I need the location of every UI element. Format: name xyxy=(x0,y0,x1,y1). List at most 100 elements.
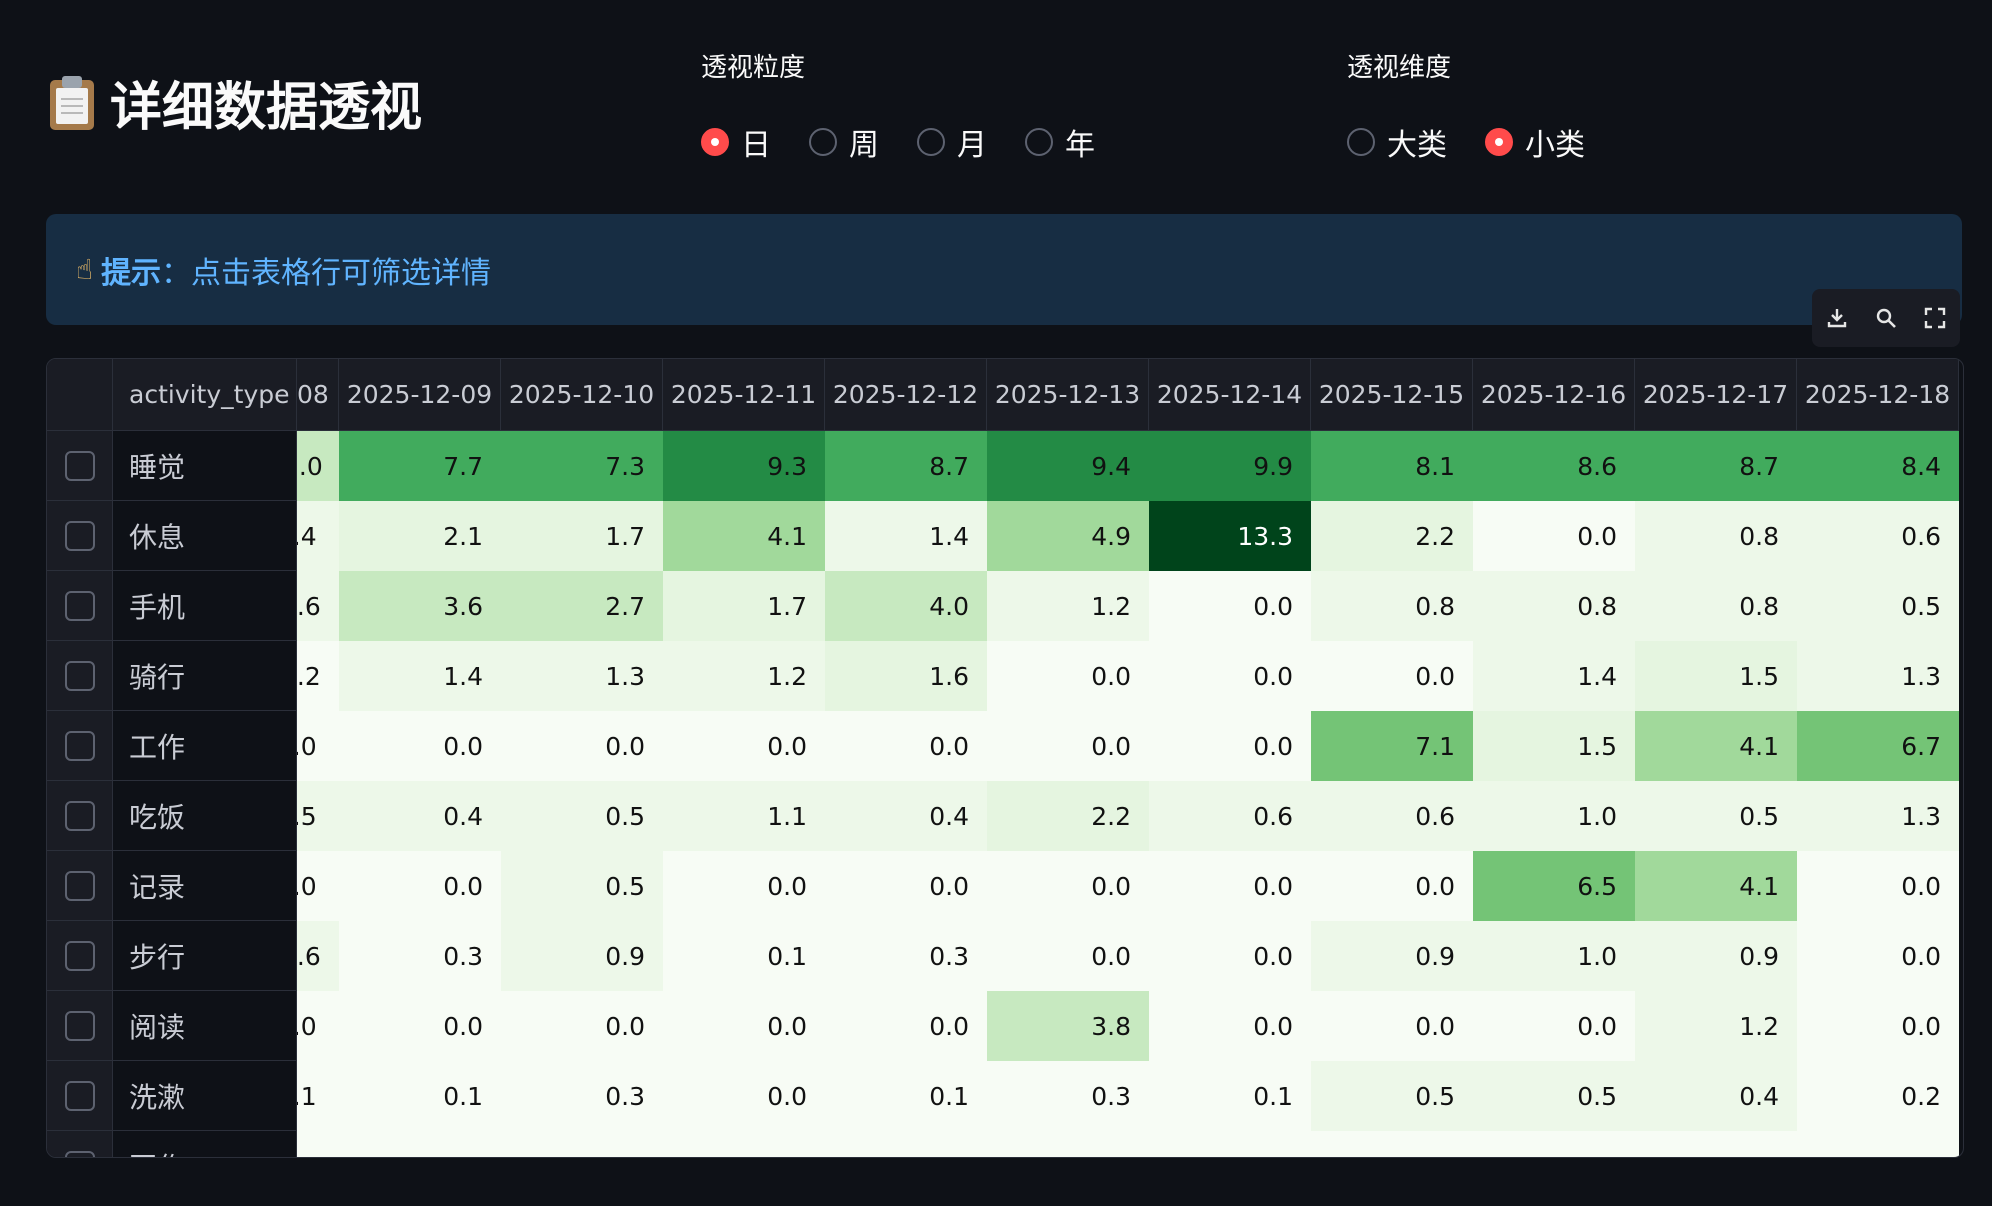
row-label[interactable]: 工作 xyxy=(113,711,297,781)
row-checkbox[interactable] xyxy=(64,450,95,481)
table-cell[interactable]: 1.5 xyxy=(1473,711,1635,781)
column-header[interactable]: 2025-12-10 xyxy=(501,359,663,431)
row-checkbox[interactable] xyxy=(64,870,95,901)
table-cell[interactable]: 0.1 xyxy=(339,1061,501,1131)
table-cell[interactable]: ).5 xyxy=(297,781,339,851)
column-header[interactable]: 2025-12-13 xyxy=(987,359,1149,431)
table-cell[interactable]: 1.5 xyxy=(1635,641,1797,711)
table-cell[interactable]: 0.9 xyxy=(1311,921,1473,991)
table-cell[interactable]: 0.0 xyxy=(1797,921,1959,991)
table-cell[interactable]: 0.0 xyxy=(825,991,987,1061)
table-cell[interactable] xyxy=(1149,1131,1311,1157)
table-cell[interactable]: 0.0 xyxy=(339,991,501,1061)
table-cell[interactable]: 0.0 xyxy=(1797,991,1959,1061)
column-header[interactable]: 2025-12-14 xyxy=(1149,359,1311,431)
table-cell[interactable]: 0.0 xyxy=(1311,851,1473,921)
row-checkbox-cell[interactable] xyxy=(47,711,113,781)
table-cell[interactable]: 0.5 xyxy=(1797,571,1959,641)
table-cell[interactable]: 1.2 xyxy=(1635,991,1797,1061)
table-cell[interactable]: 1.3 xyxy=(501,641,663,711)
table-cell[interactable]: 0.0 xyxy=(1149,711,1311,781)
table-cell[interactable]: 0.1 xyxy=(1149,1061,1311,1131)
radio-circle-icon[interactable] xyxy=(917,128,945,156)
row-label[interactable]: 睡觉 xyxy=(113,431,297,501)
pivot-table[interactable]: activity_type 08 2025-12-09 2025-12-10 2025-… xyxy=(46,358,1964,1158)
column-header-activity-type[interactable]: activity_type xyxy=(113,359,297,431)
column-header[interactable]: 2025-12-12 xyxy=(825,359,987,431)
column-header[interactable]: 08 xyxy=(297,359,339,431)
table-cell[interactable]: 1.4 xyxy=(339,641,501,711)
table-cell[interactable]: 0.0 xyxy=(825,851,987,921)
table-cell[interactable]: 0.3 xyxy=(501,1061,663,1131)
table-cell[interactable]: 0.0 xyxy=(1311,991,1473,1061)
row-label[interactable]: 休息 xyxy=(113,501,297,571)
row-label[interactable]: 骑行 xyxy=(113,641,297,711)
row-checkbox-cell[interactable] xyxy=(47,571,113,641)
download-icon[interactable] xyxy=(1822,303,1852,333)
dimension-option-1[interactable]: 小类 xyxy=(1485,120,1585,164)
row-checkbox-cell[interactable] xyxy=(47,921,113,991)
table-cell[interactable]: 1.4 xyxy=(825,501,987,571)
table-cell[interactable]: 4.1 xyxy=(1635,851,1797,921)
table-cell[interactable]: 2.2 xyxy=(1311,501,1473,571)
table-cell[interactable]: 1.3 xyxy=(1797,641,1959,711)
table-cell[interactable]: 0.8 xyxy=(1635,571,1797,641)
column-header[interactable]: 2025-12-11 xyxy=(663,359,825,431)
table-cell[interactable]: 7.7 xyxy=(339,431,501,501)
table-cell[interactable]: 1.0 xyxy=(1473,781,1635,851)
table-cell[interactable]: 3.8 xyxy=(987,991,1149,1061)
granularity-option-3[interactable]: 年 xyxy=(1025,120,1095,164)
table-cell[interactable]: ).4 xyxy=(297,501,339,571)
table-cell[interactable]: 0.8 xyxy=(1635,501,1797,571)
table-cell[interactable]: 2.1 xyxy=(339,501,501,571)
table-cell[interactable]: ).0 xyxy=(297,991,339,1061)
table-cell[interactable]: 1.6 xyxy=(825,641,987,711)
fullscreen-icon[interactable] xyxy=(1920,303,1950,333)
table-cell[interactable]: 6.5 xyxy=(1473,851,1635,921)
table-cell[interactable]: 0.0 xyxy=(1149,991,1311,1061)
table-cell[interactable]: 0.3 xyxy=(825,921,987,991)
radio-circle-icon[interactable] xyxy=(701,128,729,156)
table-cell[interactable]: 9.3 xyxy=(663,431,825,501)
table-cell[interactable]: 1.3 xyxy=(1797,781,1959,851)
table-cell[interactable]: ).0 xyxy=(297,851,339,921)
dimension-option-0[interactable]: 大类 xyxy=(1347,120,1447,164)
granularity-option-0[interactable]: 日 xyxy=(701,120,771,164)
radio-circle-icon[interactable] xyxy=(1347,128,1375,156)
table-cell[interactable]: 0.0 xyxy=(987,641,1149,711)
table-cell[interactable]: 2.2 xyxy=(987,781,1149,851)
column-header[interactable]: 2025-12-18 xyxy=(1797,359,1959,431)
row-checkbox-cell[interactable] xyxy=(47,991,113,1061)
table-cell[interactable]: 1.0 xyxy=(1473,921,1635,991)
row-checkbox[interactable] xyxy=(64,590,95,621)
row-checkbox-cell[interactable] xyxy=(47,1131,113,1157)
table-cell[interactable]: 3.6 xyxy=(339,571,501,641)
table-cell[interactable]: 0.0 xyxy=(1473,501,1635,571)
table-cell[interactable]: 1.7 xyxy=(663,571,825,641)
table-cell[interactable]: 0.6 xyxy=(1311,781,1473,851)
row-checkbox[interactable] xyxy=(64,660,95,691)
table-cell[interactable]: 0.5 xyxy=(1473,1061,1635,1131)
table-cell[interactable]: 0.0 xyxy=(501,991,663,1061)
table-cell[interactable]: 0.3 xyxy=(987,1061,1149,1131)
radio-circle-icon[interactable] xyxy=(809,128,837,156)
table-cell[interactable]: 0.0 xyxy=(1149,641,1311,711)
table-cell[interactable]: 0.0 xyxy=(1311,641,1473,711)
table-cell[interactable]: 0.5 xyxy=(501,781,663,851)
table-cell[interactable]: 0.0 xyxy=(501,711,663,781)
row-checkbox[interactable] xyxy=(64,520,95,551)
table-cell[interactable]: 0.0 xyxy=(987,921,1149,991)
row-checkbox-cell[interactable] xyxy=(47,641,113,711)
row-checkbox[interactable] xyxy=(64,1010,95,1041)
table-cell[interactable] xyxy=(663,1131,825,1157)
table-cell[interactable] xyxy=(501,1131,663,1157)
table-cell[interactable] xyxy=(1797,1131,1959,1157)
row-checkbox[interactable] xyxy=(64,1150,95,1157)
table-cell[interactable] xyxy=(1473,1131,1635,1157)
row-checkbox[interactable] xyxy=(64,940,95,971)
table-cell[interactable] xyxy=(339,1131,501,1157)
row-checkbox-cell[interactable] xyxy=(47,431,113,501)
table-cell[interactable]: 0.0 xyxy=(1149,921,1311,991)
row-checkbox-cell[interactable] xyxy=(47,1061,113,1131)
table-cell[interactable]: 0.1 xyxy=(825,1061,987,1131)
